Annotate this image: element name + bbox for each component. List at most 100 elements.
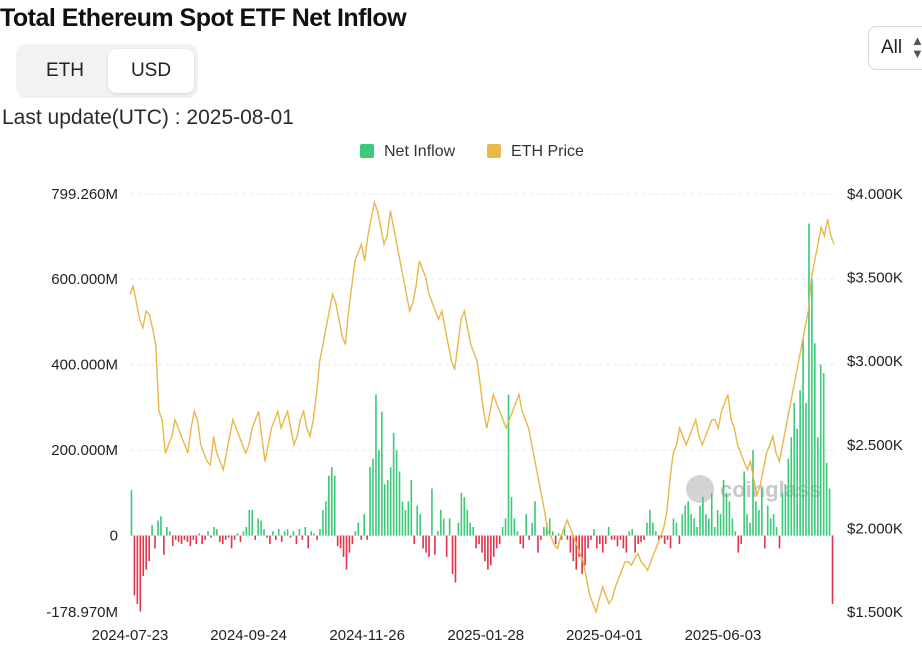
net-inflow-bar <box>313 533 315 536</box>
net-inflow-bar <box>221 535 224 545</box>
y-left-tick-label: -178.970M <box>46 604 118 621</box>
net-inflow-bar <box>292 531 295 536</box>
net-inflow-bar <box>463 497 466 536</box>
net-inflow-bar <box>330 467 333 536</box>
net-inflow-bar <box>540 535 542 540</box>
net-inflow-bar <box>239 535 242 542</box>
y-axis-left: 799.260M 600.000M 400.000M 200.000M 0 -178.97… <box>46 186 118 621</box>
net-inflow-bar <box>696 526 698 536</box>
x-tick-label: 2024-11-26 <box>329 627 405 644</box>
net-inflow-bar <box>198 533 201 536</box>
net-inflow-bar <box>439 509 442 536</box>
net-inflow-bar <box>705 514 707 536</box>
net-inflow-bar <box>519 535 522 545</box>
net-inflow-bar <box>204 535 206 540</box>
net-inflow-bar <box>325 501 327 536</box>
net-inflow-bar <box>410 479 413 536</box>
legend-item-net-inflow[interactable]: Net Inflow <box>360 143 455 161</box>
net-inflow-bar <box>295 535 298 545</box>
net-inflow-bar <box>716 509 719 536</box>
net-inflow-bar <box>183 535 186 540</box>
net-inflow-bar <box>307 535 310 549</box>
net-inflow-bar <box>416 505 419 536</box>
net-inflow-bar <box>534 501 536 536</box>
net-inflow-bar <box>758 509 760 536</box>
net-inflow-bar <box>501 526 504 536</box>
net-inflow-bar <box>719 514 722 536</box>
unit-toggle: ETH USD <box>16 44 198 98</box>
net-inflow-bar <box>596 535 598 549</box>
net-inflow-bar <box>755 501 757 536</box>
net-inflow-bar <box>566 535 569 540</box>
net-inflow-bar <box>819 364 822 536</box>
net-inflow-bar <box>634 535 636 553</box>
net-inflow-bar <box>816 437 819 536</box>
y-left-tick-label: 0 <box>110 528 118 545</box>
net-inflow-bar <box>177 535 180 542</box>
net-inflow-bar <box>186 535 189 542</box>
unit-toggle-eth[interactable]: ETH <box>46 60 84 81</box>
net-inflow-bar <box>763 535 766 549</box>
net-inflow-bar <box>593 529 595 536</box>
net-inflow-bar <box>201 535 203 545</box>
net-inflow-bar <box>254 535 256 540</box>
last-update-label: Last update(UTC) : 2025-08-01 <box>2 106 294 129</box>
legend-item-eth-price[interactable]: ETH Price <box>487 143 584 161</box>
net-inflow-bar <box>392 432 395 536</box>
net-inflow-bar <box>681 514 684 536</box>
net-inflow-bar <box>725 492 728 536</box>
net-inflow-bar <box>245 526 248 536</box>
net-inflow-bar <box>378 450 380 536</box>
net-inflow-bar <box>808 223 810 536</box>
net-inflow-bar <box>407 501 410 536</box>
y-right-tick-label: $2.500K <box>847 437 903 454</box>
net-inflow-bar <box>289 535 292 538</box>
net-inflow-bar <box>543 526 545 536</box>
range-select[interactable]: All ▲ ▼ <box>868 26 922 70</box>
unit-toggle-usd[interactable]: USD <box>108 49 194 93</box>
net-inflow-bar <box>360 535 363 540</box>
net-inflow-bar <box>136 535 139 604</box>
net-inflow-bar <box>219 535 221 542</box>
x-tick-label: 2024-09-24 <box>210 627 287 644</box>
net-inflow-bar <box>395 450 398 536</box>
net-inflow-bar <box>678 535 681 545</box>
net-inflow-bar <box>148 535 150 562</box>
net-inflow-bar <box>575 535 578 570</box>
net-inflow-bar <box>569 535 572 553</box>
net-inflow-bar <box>713 526 716 536</box>
net-inflow-bar <box>286 529 289 536</box>
net-inflow-bar <box>672 518 675 536</box>
net-inflow-bar <box>584 535 586 566</box>
net-inflow-bar <box>766 505 769 536</box>
net-inflow-bar <box>581 535 583 574</box>
net-inflow-bar <box>492 535 495 557</box>
net-inflow-bar <box>528 535 530 540</box>
chevron-updown-icon: ▲ ▼ <box>911 33 922 61</box>
net-inflow-bar <box>590 535 592 540</box>
y-right-tick-label: $4.000K <box>847 186 903 203</box>
net-inflow-bar <box>749 522 751 536</box>
net-inflow-bar <box>381 411 383 536</box>
net-inflow-bar <box>422 535 424 549</box>
net-inflow-bar <box>675 522 678 536</box>
net-inflow-bar <box>652 522 654 536</box>
net-inflow-bar <box>746 514 748 536</box>
net-inflow-bar <box>761 488 763 536</box>
net-inflow-bar <box>207 531 209 536</box>
y-left-tick-label: 400.000M <box>51 357 118 374</box>
net-inflow-bar <box>604 535 607 545</box>
net-inflow-bar <box>383 484 386 536</box>
net-inflow-bar <box>487 535 489 570</box>
net-inflow-bar <box>734 531 737 536</box>
net-inflow-bar <box>242 531 245 536</box>
x-tick-label: 2024-07-23 <box>92 627 169 644</box>
net-inflow-bar <box>277 529 280 536</box>
net-inflow-bar <box>386 479 389 536</box>
net-inflow-bar <box>160 516 162 536</box>
net-inflow-bar <box>310 531 312 536</box>
net-inflow-bar <box>283 531 286 536</box>
net-inflow-bar <box>357 522 360 536</box>
net-inflow-bar <box>454 535 457 583</box>
net-inflow-bar <box>649 509 651 536</box>
